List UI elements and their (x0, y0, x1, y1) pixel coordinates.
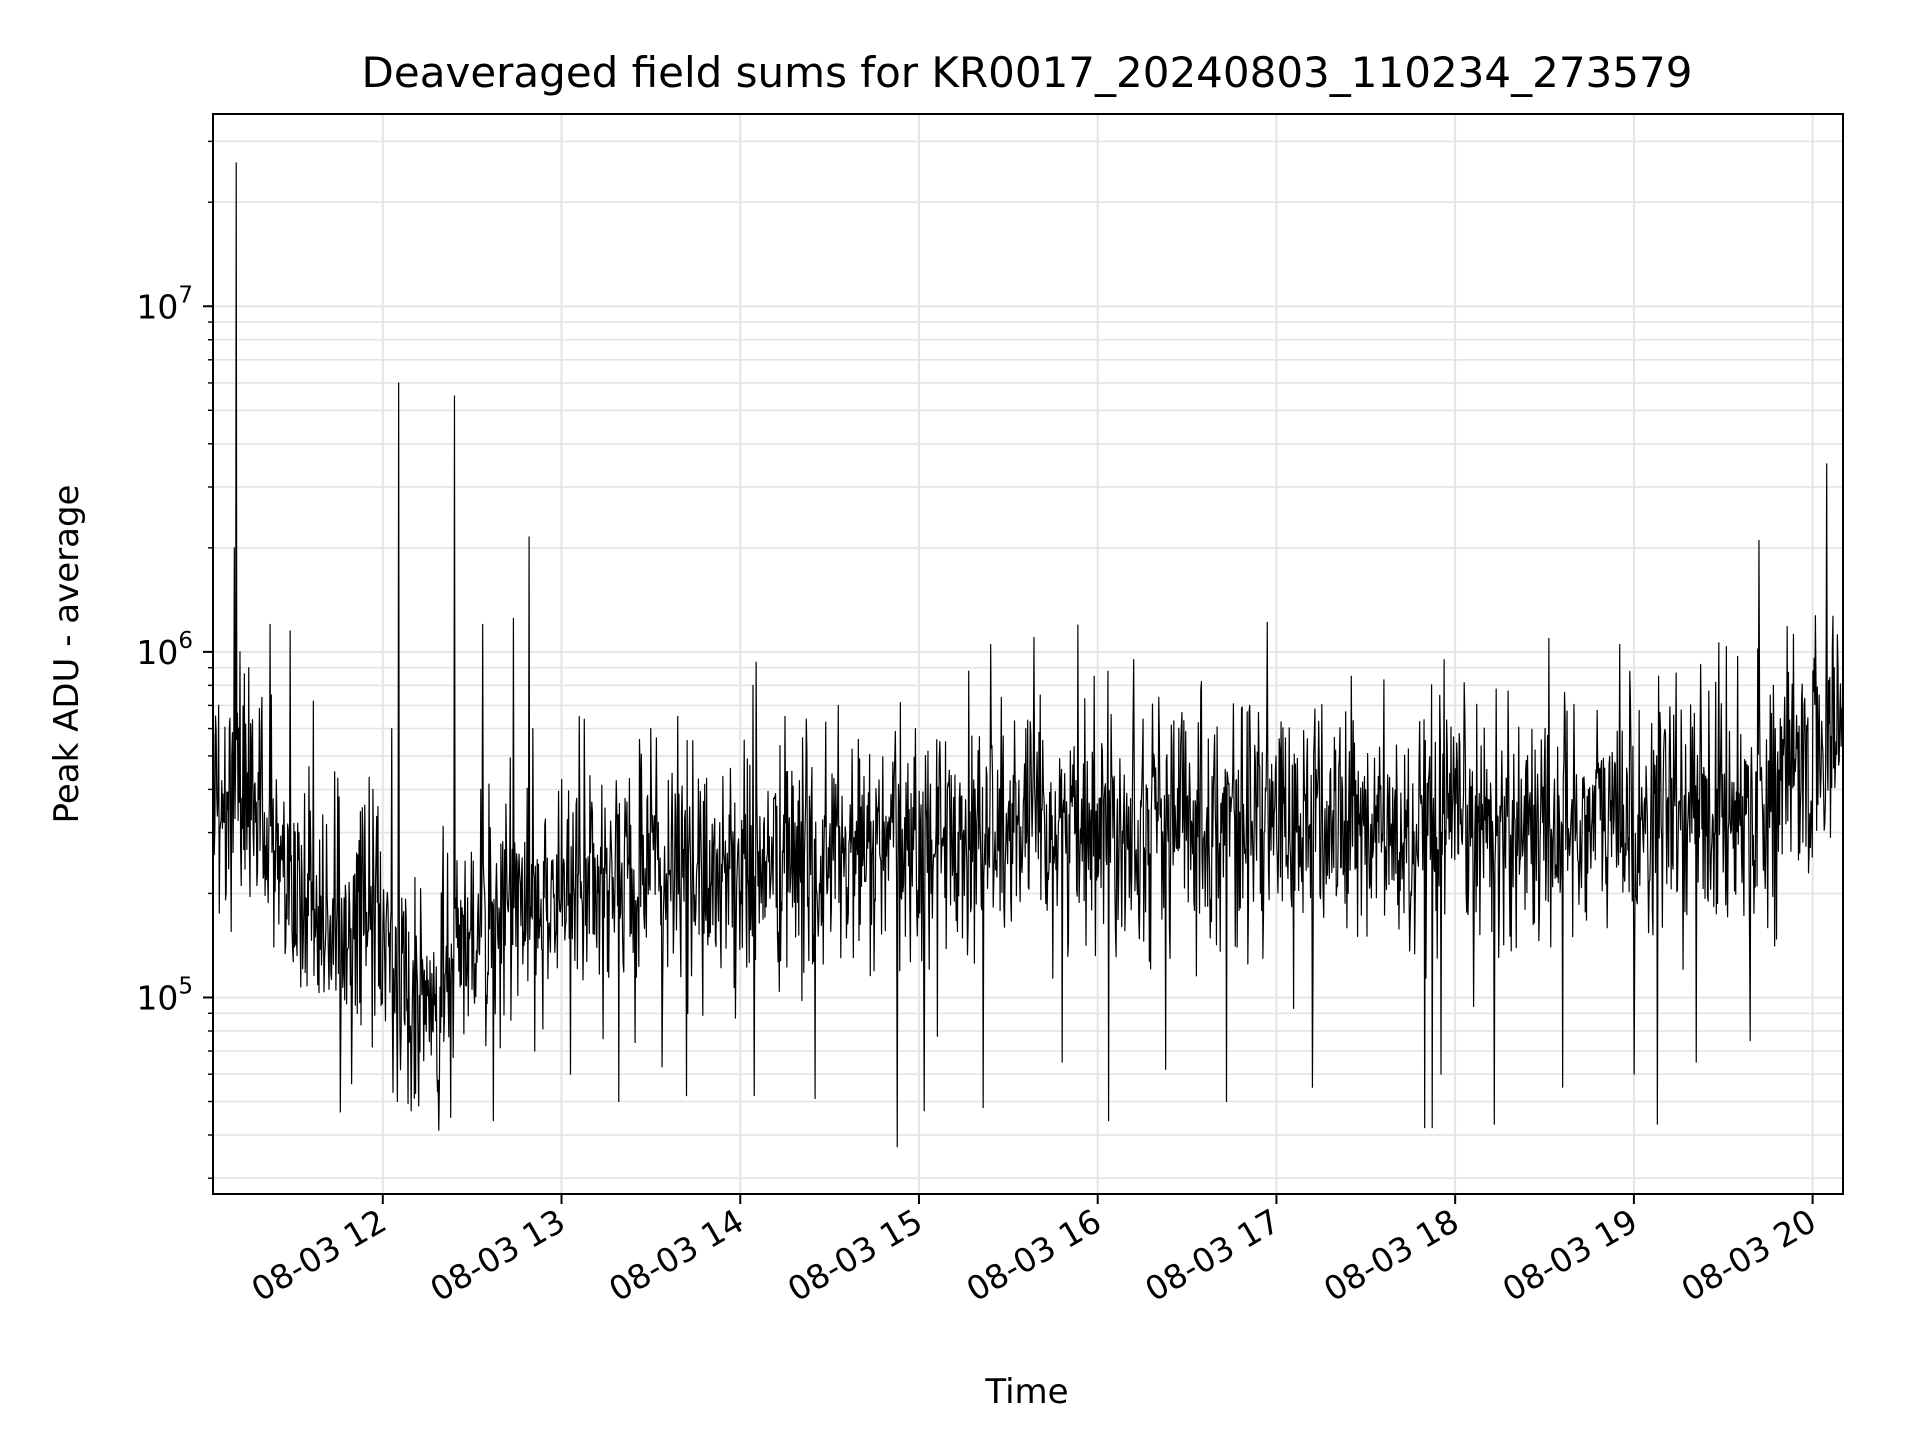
plot-frame (212, 113, 1844, 1195)
y-axis-label: Peak ADU - average (47, 485, 87, 824)
y-tick-label: 107 (136, 282, 193, 326)
y-tick-label: 105 (136, 973, 193, 1017)
chart-title: Deaveraged field sums for KR0017_2024080… (362, 48, 1693, 97)
x-axis-label: Time (984, 1372, 1068, 1412)
y-tick-label: 106 (136, 628, 193, 672)
series-line (212, 162, 1844, 1148)
y-axis: 105 106 107 (136, 140, 213, 1179)
